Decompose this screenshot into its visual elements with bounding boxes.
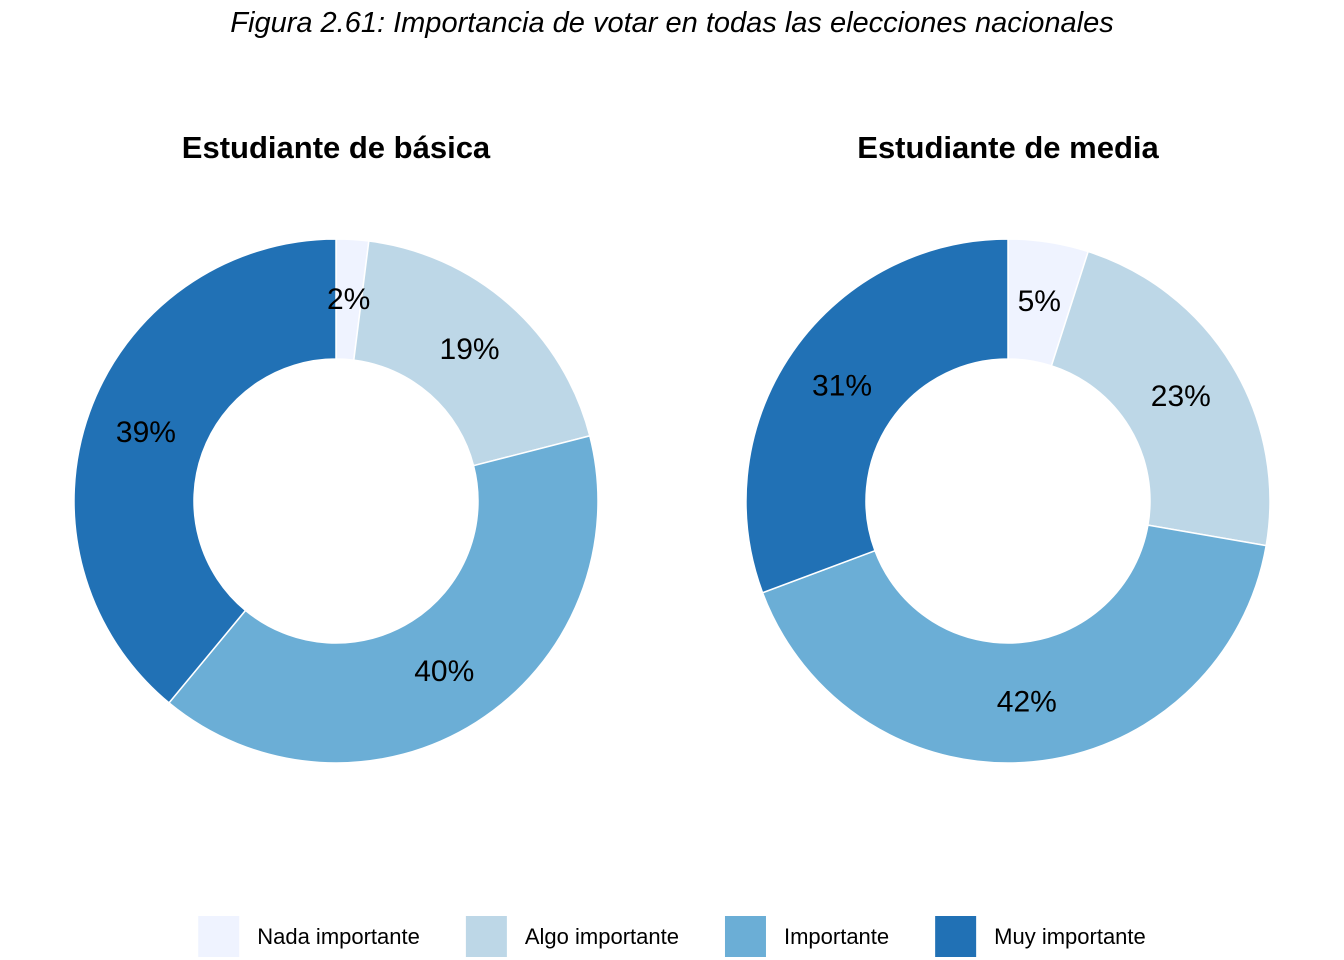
legend-label-muy-importante: Muy importante bbox=[994, 924, 1146, 949]
data-label-algo-importante: 23% bbox=[1151, 380, 1211, 413]
data-label-nada-importante: 5% bbox=[1018, 285, 1061, 318]
slice-algo-importante bbox=[352, 240, 591, 467]
legend-swatch-importante bbox=[724, 916, 766, 957]
data-label-importante: 42% bbox=[997, 686, 1057, 719]
legend-item-importante: Importante bbox=[724, 916, 889, 957]
data-label-algo-importante: 19% bbox=[440, 333, 500, 366]
slice-algo-importante bbox=[1050, 250, 1271, 547]
legend-item-muy-importante: Muy importante bbox=[935, 916, 1146, 957]
legend-item-nada-importante: Nada importante bbox=[198, 916, 420, 957]
legend-item-algo-importante: Algo importante bbox=[465, 916, 679, 957]
slice-muy-importante bbox=[73, 238, 337, 704]
legend-label-algo-importante: Algo importante bbox=[525, 924, 679, 949]
panel-title-basica: Estudiante de básica bbox=[182, 130, 491, 165]
slice-importante bbox=[167, 434, 599, 764]
figure-title: Figura 2.61: Importancia de votar en tod… bbox=[230, 7, 1113, 39]
slice-importante bbox=[761, 524, 1268, 764]
legend-swatch-nada-importante bbox=[198, 916, 240, 957]
chart-panel-media: Estudiante de media 5% 23% 42% 31% bbox=[745, 130, 1271, 764]
legend: Nada importante Algo importante Importante… bbox=[198, 916, 1146, 957]
legend-swatch-muy-importante bbox=[935, 916, 977, 957]
chart-panel-basica: Estudiante de básica 2% 19% 40% 39% bbox=[73, 130, 599, 764]
donut-chart-media: 5% 23% 42% 31% bbox=[745, 238, 1271, 764]
legend-swatch-algo-importante bbox=[465, 916, 507, 957]
data-label-nada-importante: 2% bbox=[327, 283, 370, 316]
data-label-importante: 40% bbox=[414, 655, 474, 688]
legend-label-nada-importante: Nada importante bbox=[257, 924, 420, 949]
data-label-muy-importante: 39% bbox=[116, 416, 176, 449]
donut-chart-basica: 2% 19% 40% 39% bbox=[73, 238, 599, 764]
legend-label-importante: Importante bbox=[784, 924, 889, 949]
slice-muy-importante bbox=[745, 238, 1009, 594]
panel-title-media: Estudiante de media bbox=[857, 130, 1159, 165]
data-label-muy-importante: 31% bbox=[812, 369, 872, 402]
